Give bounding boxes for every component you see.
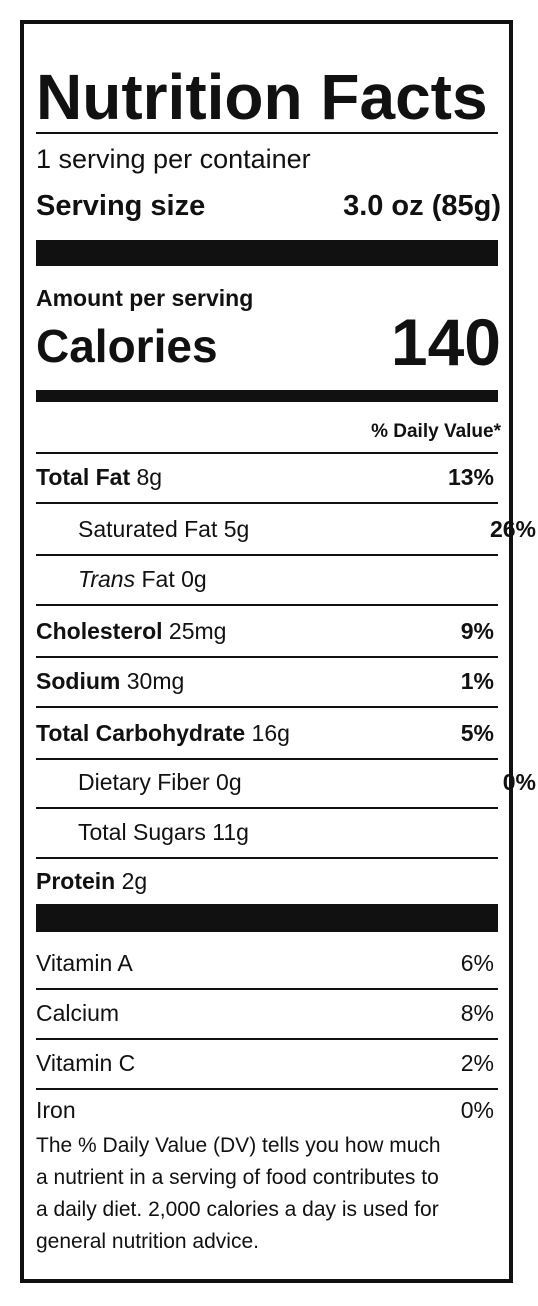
nutrient-name: Fat (141, 566, 175, 592)
thick-bar (36, 240, 498, 266)
nutrition-label: Nutrition Facts 1 serving per container … (20, 20, 536, 1283)
nutrient-row: Total Sugars 11g (36, 817, 538, 847)
vitamin-dv: 6% (460, 950, 494, 976)
vitamin-row: Calcium 8% (36, 998, 498, 1028)
nutrient-row: Cholesterol 25mg 9% (36, 616, 498, 646)
servings: 1 serving per container (36, 144, 311, 174)
footnote: The % Daily Value (DV) tells you how muc… (36, 1130, 441, 1258)
vitamin-name: Vitamin C (36, 1050, 136, 1076)
nutrient-name: Cholesterol (36, 618, 163, 644)
nutrient-name: Sodium (36, 668, 121, 694)
nutrient-amount: 5g (223, 516, 250, 542)
nutrient-amount: 2g (121, 868, 148, 894)
nutrient-name: Saturated Fat (78, 516, 218, 542)
nutrient-amount: 30mg (126, 668, 185, 694)
serving-size: 3.0 oz (85g) (343, 190, 501, 222)
nutrient-dv: 5% (460, 720, 494, 746)
nutrient-amount: 25mg (168, 618, 227, 644)
nutrient-dv: 26% (489, 516, 536, 542)
rule (36, 604, 498, 606)
vitamin-dv: 2% (460, 1050, 494, 1076)
rule (36, 656, 498, 658)
calories-value: 140 (390, 305, 501, 379)
vitamin-name: Calcium (36, 1000, 120, 1026)
calories-label: Calories (36, 320, 218, 372)
nutrient-row: Sodium 30mg 1% (36, 666, 498, 696)
daily-value-header: % Daily Value* (371, 421, 501, 442)
nutrient-row: Saturated Fat 5g 26% (36, 514, 538, 544)
rule (36, 807, 498, 809)
vitamin-name: Iron (36, 1097, 76, 1123)
footnote-line: The % Daily Value (DV) tells you how muc… (36, 1134, 441, 1157)
rule (36, 554, 498, 556)
nutrient-dv: 13% (447, 464, 494, 490)
rule (36, 988, 498, 990)
nutrient-amount: 8g (136, 464, 163, 490)
title: Nutrition Facts (36, 61, 488, 133)
nutrient-row: Total Carbohydrate 16g 5% (36, 718, 498, 748)
rule (36, 502, 498, 504)
rule (36, 1038, 498, 1040)
nutrient-name-italic: Trans (78, 566, 136, 592)
nutrient-row: Trans Fat 0g (36, 564, 538, 594)
footnote-line: a nutrient in a serving of food contribu… (36, 1166, 439, 1189)
rule (36, 452, 498, 454)
nutrient-dv: 0% (502, 769, 536, 795)
nutrient-name: Dietary Fiber (78, 769, 210, 795)
vitamin-row: Vitamin C 2% (36, 1048, 498, 1078)
serving-size-label: Serving size (36, 190, 206, 222)
nutrient-row: Dietary Fiber 0g 0% (36, 767, 538, 797)
nutrient-amount: 16g (251, 720, 290, 746)
rule (36, 857, 498, 859)
footnote-line: general nutrition advice. (36, 1230, 259, 1253)
nutrient-name: Total Fat (36, 464, 131, 490)
nutrient-amount: 0g (216, 769, 242, 795)
nutrient-name: Protein (36, 868, 116, 894)
nutrient-amount: 0g (181, 566, 207, 592)
vitamin-dv: 8% (460, 1000, 494, 1026)
nutrient-dv: 1% (460, 668, 494, 694)
vitamin-dv: 0% (460, 1097, 494, 1123)
nutrient-dv: 9% (460, 618, 494, 644)
footnote-line: a daily diet. 2,000 calories a day is us… (36, 1198, 439, 1221)
vitamin-name: Vitamin A (36, 950, 133, 976)
nutrient-row: Total Fat 8g 13% (36, 462, 498, 492)
rule (36, 132, 498, 134)
rule (36, 706, 498, 708)
vitamin-row: Vitamin A 6% (36, 948, 498, 978)
nutrient-row: Protein 2g (36, 866, 498, 896)
rule (36, 758, 498, 760)
nutrient-amount: 11g (212, 819, 249, 845)
amount-label: Amount per serving (36, 285, 254, 311)
nutrient-name: Total Sugars (78, 819, 206, 845)
rule (36, 1088, 498, 1090)
vitamin-row: Iron 0% (36, 1095, 498, 1125)
thick-bar (36, 904, 498, 932)
thick-bar (36, 390, 498, 402)
nutrient-name: Total Carbohydrate (36, 720, 246, 746)
